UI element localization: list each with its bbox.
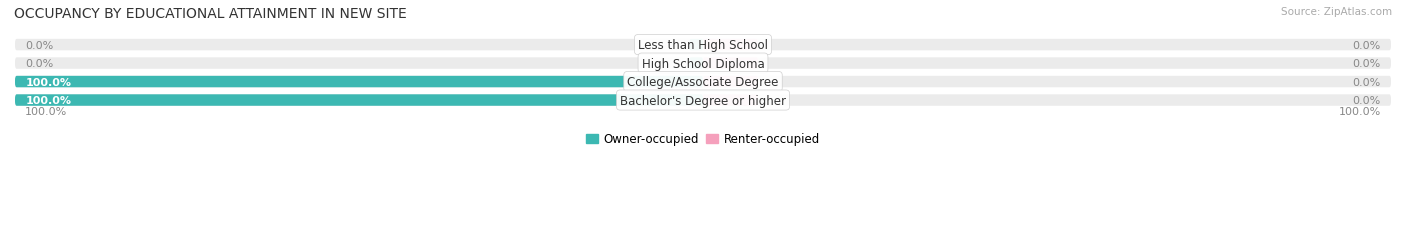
FancyBboxPatch shape (703, 58, 758, 70)
Text: 0.0%: 0.0% (1353, 77, 1381, 87)
Text: College/Associate Degree: College/Associate Degree (627, 76, 779, 89)
FancyBboxPatch shape (15, 40, 1391, 51)
Text: High School Diploma: High School Diploma (641, 57, 765, 70)
Text: Less than High School: Less than High School (638, 39, 768, 52)
FancyBboxPatch shape (703, 40, 758, 51)
Text: 0.0%: 0.0% (25, 40, 53, 50)
Text: 100.0%: 100.0% (25, 96, 72, 106)
Text: 0.0%: 0.0% (1353, 96, 1381, 106)
FancyBboxPatch shape (689, 40, 703, 51)
Text: Source: ZipAtlas.com: Source: ZipAtlas.com (1281, 7, 1392, 17)
Text: 0.0%: 0.0% (25, 59, 53, 69)
Text: 100.0%: 100.0% (25, 107, 67, 117)
FancyBboxPatch shape (703, 95, 758, 106)
FancyBboxPatch shape (15, 76, 1391, 88)
FancyBboxPatch shape (15, 58, 1391, 70)
FancyBboxPatch shape (689, 58, 703, 70)
FancyBboxPatch shape (703, 76, 758, 88)
Text: 0.0%: 0.0% (1353, 40, 1381, 50)
FancyBboxPatch shape (15, 95, 703, 106)
Text: 0.0%: 0.0% (1353, 59, 1381, 69)
Text: Bachelor's Degree or higher: Bachelor's Degree or higher (620, 94, 786, 107)
Text: 100.0%: 100.0% (1339, 107, 1381, 117)
Legend: Owner-occupied, Renter-occupied: Owner-occupied, Renter-occupied (581, 128, 825, 150)
FancyBboxPatch shape (15, 76, 703, 88)
Text: 100.0%: 100.0% (25, 77, 72, 87)
Text: OCCUPANCY BY EDUCATIONAL ATTAINMENT IN NEW SITE: OCCUPANCY BY EDUCATIONAL ATTAINMENT IN N… (14, 7, 406, 21)
FancyBboxPatch shape (15, 95, 1391, 106)
